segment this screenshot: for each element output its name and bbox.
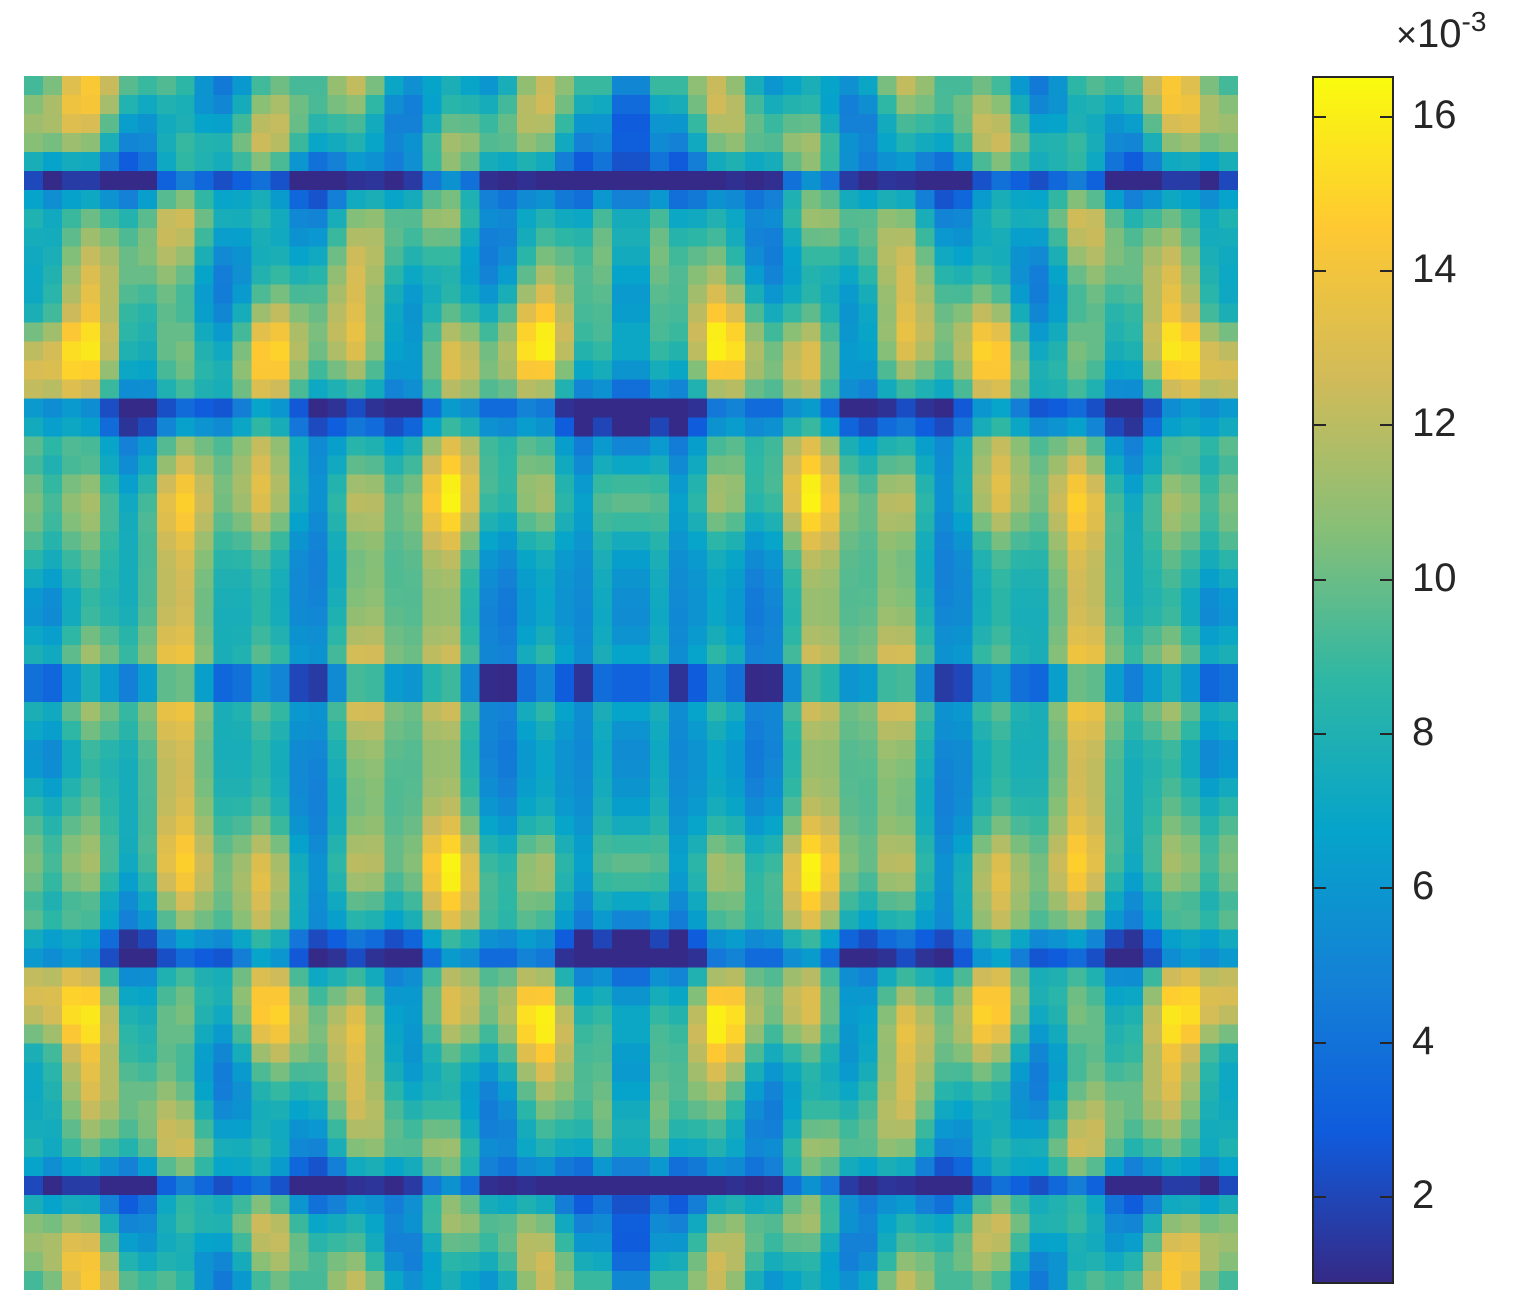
colorbar-tick-right <box>1380 578 1392 581</box>
colorbar-tick-label: 12 <box>1412 401 1457 446</box>
colorbar-tick-right <box>1380 424 1392 427</box>
colorbar-tick-left <box>1314 115 1326 118</box>
colorbar-tick-label: 8 <box>1412 710 1435 755</box>
colorbar-tick-left <box>1314 1196 1326 1199</box>
colorbar-tick-right <box>1380 887 1392 890</box>
colorbar-tick-label: 14 <box>1412 246 1457 291</box>
colorbar <box>1312 76 1394 1284</box>
colorbar-tick-right <box>1380 269 1392 272</box>
colorbar-tick-label: 6 <box>1412 864 1435 909</box>
colorbar-tick-left <box>1314 269 1326 272</box>
colorbar-tick-right <box>1380 115 1392 118</box>
colorbar-tick-label: 2 <box>1412 1173 1435 1218</box>
colorbar-tick-label: 16 <box>1412 92 1457 137</box>
colorbar-tick-label: 4 <box>1412 1018 1435 1063</box>
colorbar-gradient <box>1314 78 1392 1282</box>
colorbar-tick-left <box>1314 424 1326 427</box>
exponent-base: 10 <box>1417 12 1462 56</box>
colorbar-tick-right <box>1380 1041 1392 1044</box>
heatmap-image <box>24 76 1238 1290</box>
colorbar-tick-left <box>1314 1041 1326 1044</box>
exponent-times-sign: × <box>1396 14 1418 55</box>
colorbar-tick-right <box>1380 1196 1392 1199</box>
colorbar-tick-left <box>1314 887 1326 890</box>
colorbar-tick-label: 10 <box>1412 555 1457 600</box>
colorbar-tick-left <box>1314 733 1326 736</box>
exponent-power: -3 <box>1461 6 1487 37</box>
colorbar-tick-left <box>1314 578 1326 581</box>
colorbar-tick-right <box>1380 733 1392 736</box>
colorbar-exponent: ×10-3 <box>1396 8 1486 56</box>
